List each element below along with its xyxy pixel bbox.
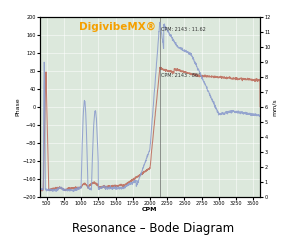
Text: DigivibeMX®: DigivibeMX® <box>80 22 156 32</box>
Text: CPM: 2143 : 11.62: CPM: 2143 : 11.62 <box>161 27 206 32</box>
Text: Resonance – Bode Diagram: Resonance – Bode Diagram <box>72 222 234 235</box>
Y-axis label: mm/s: mm/s <box>272 98 277 116</box>
Text: CPM: 2143 : 86°: CPM: 2143 : 86° <box>161 73 200 78</box>
X-axis label: CPM: CPM <box>142 207 158 212</box>
Y-axis label: Phase: Phase <box>16 97 21 116</box>
